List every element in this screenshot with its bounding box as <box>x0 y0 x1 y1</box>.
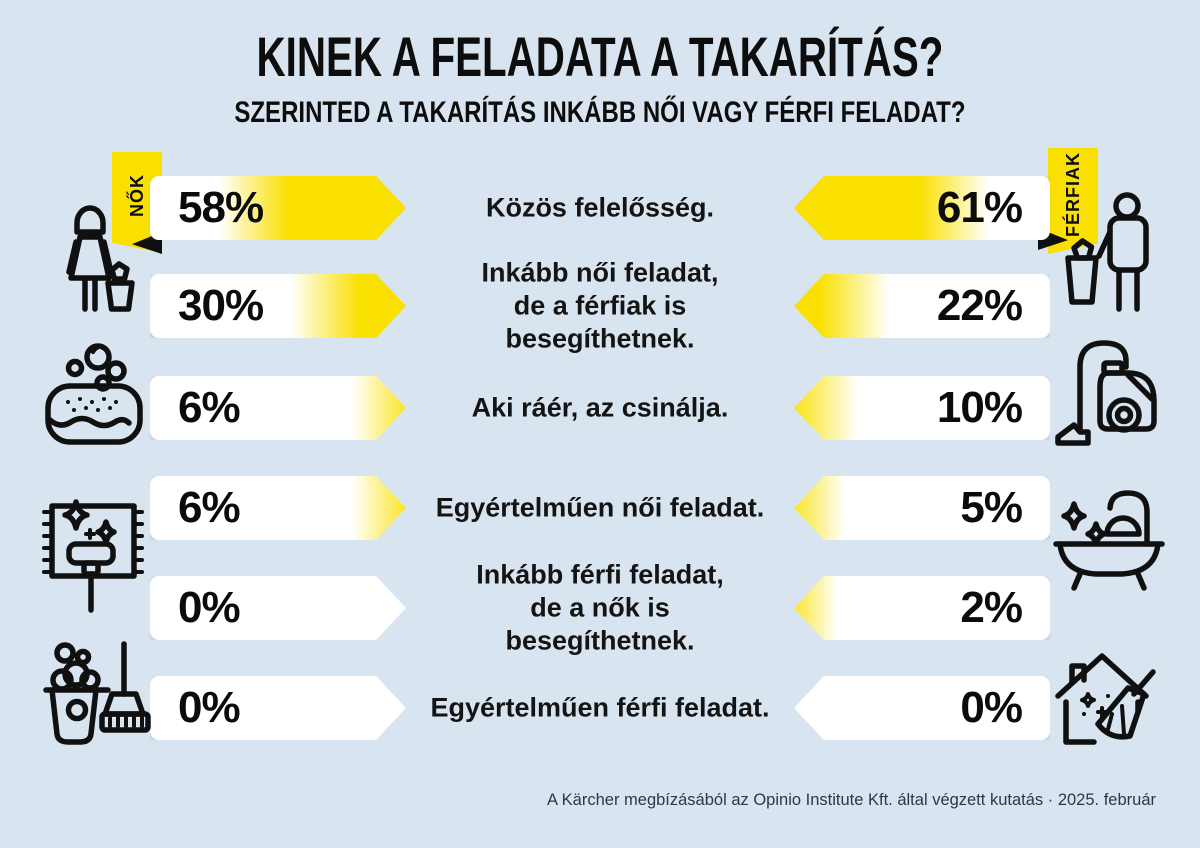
page-subtitle: SZERINTED A TAKARÍTÁS INKÁBB NŐI VAGY FÉ… <box>234 96 966 129</box>
statement-row3: Aki ráér, az csinálja. <box>471 392 729 423</box>
bar-men-row2: 22% <box>794 274 1050 338</box>
bar-women-row5: 0% <box>150 576 406 640</box>
statement-row4: Egyértelműen női feladat. <box>435 492 765 523</box>
bathtub-sparkles-icon <box>1050 476 1168 602</box>
bucket-broom-icon <box>40 638 152 758</box>
bar-women-row6: 0% <box>150 676 406 740</box>
bar-men-row5: 2% <box>794 576 1050 640</box>
women-percent-row6: 0% <box>178 683 240 732</box>
bar-men-row1: 61% <box>794 176 1050 240</box>
bar-women-row2: 30% <box>150 274 406 338</box>
statement-row2: Inkább női feladat, de a férfiak is bese… <box>481 257 719 354</box>
man-laundry-icon <box>1058 190 1168 315</box>
carpet-cleaning-icon <box>38 486 148 614</box>
men-percent-row4: 5% <box>960 483 1023 532</box>
bar-men-row3: 10% <box>794 376 1050 440</box>
vacuum-cleaner-icon <box>1050 333 1165 451</box>
men-percent-row5: 2% <box>960 583 1023 632</box>
statement-row1: Közös felelősség. <box>485 192 715 223</box>
statement-row5: Inkább férfi feladat, de a nők is besegí… <box>476 559 724 656</box>
men-percent-row6: 0% <box>960 683 1023 732</box>
bar-women-row3: 6% <box>150 376 406 440</box>
bar-men-row4: 5% <box>794 476 1050 540</box>
statement-row6: Egyértelműen férfi feladat. <box>430 692 770 723</box>
men-percent-row1: 61% <box>936 183 1023 232</box>
house-sweeping-icon <box>1050 636 1168 760</box>
women-percent-row1: 58% <box>178 183 264 232</box>
women-percent-row2: 30% <box>178 281 264 330</box>
women-percent-row4: 6% <box>178 483 240 532</box>
women-percent-row3: 6% <box>178 383 240 432</box>
men-percent-row2: 22% <box>936 281 1023 330</box>
men-percent-row3: 10% <box>936 383 1023 432</box>
woman-laundry-icon <box>40 190 140 315</box>
bar-women-row4: 6% <box>150 476 406 540</box>
bar-men-row6: 0% <box>794 676 1050 740</box>
page-title: KINEK A FELADATA A TAKARÍTÁS? <box>256 25 944 88</box>
women-percent-row5: 0% <box>178 583 240 632</box>
sponge-bubbles-icon <box>42 342 147 460</box>
bar-women-row1: 58% <box>150 176 406 240</box>
source-note: A Kärcher megbízásából az Opinio Institu… <box>546 791 1156 809</box>
